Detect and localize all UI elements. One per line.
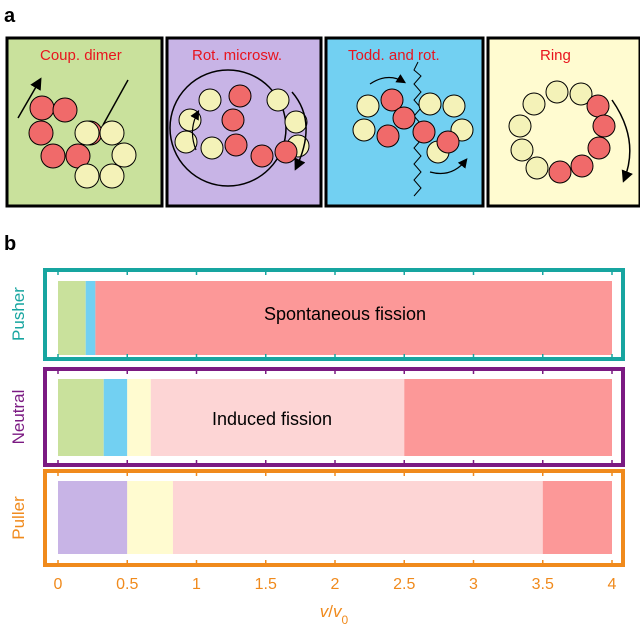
row-label-neutral: Neutral xyxy=(9,390,28,445)
rotation-arrow-icon xyxy=(611,99,633,183)
bar-segment-puller-2 xyxy=(172,481,543,554)
particle-ring-yellow xyxy=(74,120,137,189)
panel-coupled-dimer: Coup. dimer xyxy=(5,36,164,208)
x-tick-label: 1 xyxy=(192,576,201,593)
x-axis-label-subscript: 0 xyxy=(342,613,349,627)
bar-segment-puller-0 xyxy=(58,481,128,554)
panel-coupled-dimer-title: Coup. dimer xyxy=(40,47,122,64)
bar-segment-pusher-1 xyxy=(85,281,96,355)
arrow-tail-icon xyxy=(102,79,129,126)
rotation-arrow-icon xyxy=(369,74,407,85)
bar-segment-pusher-2 xyxy=(95,281,612,355)
x-tick-label: 4 xyxy=(608,576,617,593)
x-tick-label: 1.5 xyxy=(255,576,277,593)
rotation-arrow-icon xyxy=(291,91,307,171)
x-axis-label-sep: / xyxy=(328,602,333,621)
x-axis: 0 0.5 1 1.5 2 2.5 3 3.5 4 xyxy=(54,270,617,593)
panel-ring-title: Ring xyxy=(540,47,571,64)
bar-segment-puller-3 xyxy=(542,481,612,554)
panel-rotating-microswimmer: Rot. microsw. xyxy=(165,36,323,208)
particle-ring-red xyxy=(548,94,616,184)
x-tick-label: 0.5 xyxy=(116,576,138,593)
bar-segment-neutral-1 xyxy=(103,379,128,456)
panel-rotating-microswimmer-title: Rot. microsw. xyxy=(192,47,282,64)
particle-ring-yellow xyxy=(508,80,593,180)
row-label-pusher: Pusher xyxy=(9,287,28,341)
x-tick-label: 3.5 xyxy=(532,576,554,593)
row-frame-pusher xyxy=(43,268,625,361)
x-axis-label-base: v xyxy=(333,602,343,621)
row-label-puller: Puller xyxy=(9,496,28,540)
x-tick-label: 2.5 xyxy=(393,576,415,593)
orbit-icon xyxy=(169,69,287,187)
bar-segment-neutral-2 xyxy=(127,379,151,456)
particle-ring-yellow xyxy=(352,92,474,164)
region-label-spontaneous-fission: Spontaneous fission xyxy=(264,304,426,324)
region-label-induced-fission: Induced fission xyxy=(212,409,332,429)
bar-segment-neutral-3 xyxy=(150,379,405,456)
particle-ring-red xyxy=(221,84,298,168)
panel-toddling-rotating: Todd. and rot. xyxy=(324,36,485,208)
arrow-icon xyxy=(17,77,42,119)
row-frame-puller xyxy=(43,469,625,567)
bar-segment-neutral-4 xyxy=(404,379,612,456)
x-tick-label: 3 xyxy=(469,576,478,593)
particle-ring-red xyxy=(28,95,103,169)
particle-ring-red xyxy=(376,88,460,154)
x-axis-label-var: v xyxy=(320,602,330,621)
x-tick-label: 0 xyxy=(54,576,63,593)
x-axis-label: v/v0 xyxy=(320,602,349,627)
bar-segment-puller-1 xyxy=(127,481,173,554)
stacked-bars xyxy=(58,281,612,554)
panel-ring: Ring xyxy=(486,36,640,208)
rotation-arrow-icon xyxy=(190,109,200,151)
bar-segment-pusher-0 xyxy=(58,281,86,355)
row-frame-neutral xyxy=(43,367,625,467)
rotation-arrow-icon xyxy=(429,158,468,175)
x-tick-label: 2 xyxy=(331,576,340,593)
bar-segment-neutral-0 xyxy=(58,379,104,456)
panel-toddling-rotating-title: Todd. and rot. xyxy=(348,47,440,64)
panel-b-letter: b xyxy=(4,233,16,255)
panel-a-letter: a xyxy=(4,5,16,27)
